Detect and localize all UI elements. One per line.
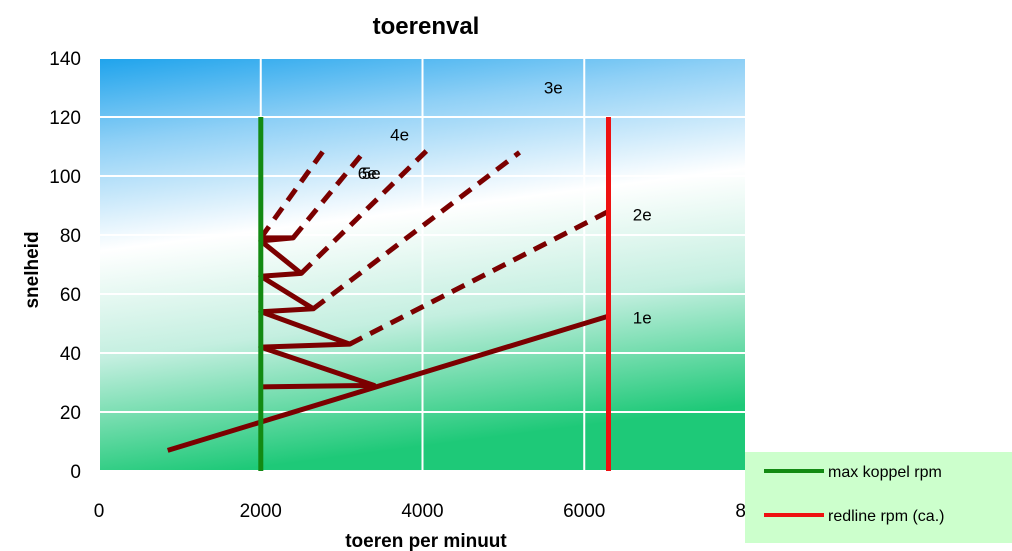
y-tick-label: 100 xyxy=(49,167,81,188)
y-tick-label: 0 xyxy=(70,462,81,483)
chart-title: toerenval xyxy=(373,13,480,40)
y-tick-label: 40 xyxy=(60,344,81,365)
x-tick-label: 2000 xyxy=(240,501,282,522)
gear-line-dashed xyxy=(299,149,429,276)
y-tick-label: 80 xyxy=(60,226,81,247)
y-tick-label: 60 xyxy=(60,285,81,306)
y-tick-label: 20 xyxy=(60,403,81,424)
legend-box xyxy=(745,452,1012,543)
series-group xyxy=(166,117,611,471)
x-tick-label: 4000 xyxy=(401,501,443,522)
gear-line-solid xyxy=(166,313,610,453)
x-axis-label: toeren per minuut xyxy=(345,531,507,551)
x-tick-label: 0 xyxy=(94,501,105,522)
gear-label: 2e xyxy=(633,205,652,224)
gear-label: 3e xyxy=(544,79,563,98)
gear-label: 4e xyxy=(390,126,409,145)
gear-line-dashed xyxy=(258,146,328,240)
gear-label: 5e xyxy=(362,164,381,183)
y-axis-label: snelheid xyxy=(22,231,43,308)
x-tick-label: 6000 xyxy=(563,501,605,522)
legend: max koppel rpm redline rpm (ca.) xyxy=(745,452,1012,543)
gear-label: 6e xyxy=(358,164,377,183)
gear-line-dashed xyxy=(348,209,610,347)
y-tick-label: 140 xyxy=(49,49,81,70)
gear-line-dashed xyxy=(291,147,368,240)
gear-label: 1e xyxy=(633,309,652,328)
y-tick-label: 120 xyxy=(49,108,81,129)
legend-label-max-koppel: max koppel rpm xyxy=(828,464,942,481)
gear-line-dashed xyxy=(311,150,522,311)
legend-label-redline: redline rpm (ca.) xyxy=(828,508,944,525)
